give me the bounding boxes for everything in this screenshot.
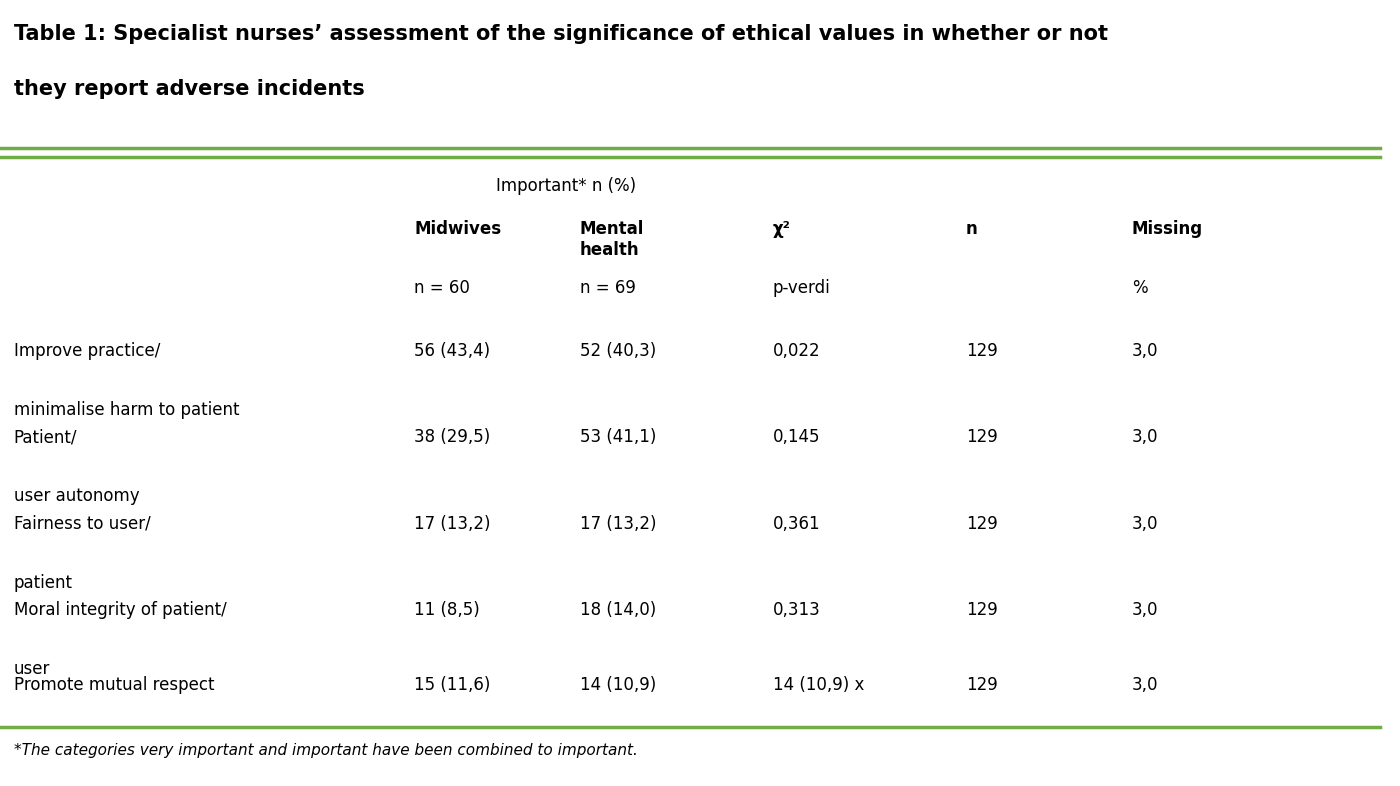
Text: 129: 129 — [966, 342, 998, 360]
Text: 14 (10,9) x: 14 (10,9) x — [773, 676, 864, 694]
Text: 56 (43,4): 56 (43,4) — [414, 342, 490, 360]
Text: 17 (13,2): 17 (13,2) — [414, 515, 490, 533]
Text: minimalise harm to patient: minimalise harm to patient — [14, 401, 239, 419]
Text: patient: patient — [14, 574, 73, 592]
Text: 52 (40,3): 52 (40,3) — [580, 342, 657, 360]
Text: n = 69: n = 69 — [580, 279, 636, 297]
Text: 14 (10,9): 14 (10,9) — [580, 676, 657, 694]
Text: Promote mutual respect: Promote mutual respect — [14, 676, 214, 694]
Text: 0,145: 0,145 — [773, 428, 820, 446]
Text: 129: 129 — [966, 601, 998, 619]
Text: 15 (11,6): 15 (11,6) — [414, 676, 490, 694]
Text: 3,0: 3,0 — [1131, 676, 1158, 694]
Text: 0,022: 0,022 — [773, 342, 820, 360]
Text: p-verdi: p-verdi — [773, 279, 830, 297]
Text: 129: 129 — [966, 515, 998, 533]
Text: *The categories very important and important have been combined to important.: *The categories very important and impor… — [14, 743, 637, 758]
Text: 18 (14,0): 18 (14,0) — [580, 601, 657, 619]
Text: Improve practice/: Improve practice/ — [14, 342, 160, 360]
Text: 3,0: 3,0 — [1131, 601, 1158, 619]
Text: 3,0: 3,0 — [1131, 515, 1158, 533]
Text: n: n — [966, 220, 977, 238]
Text: Fairness to user/: Fairness to user/ — [14, 515, 151, 533]
Text: user: user — [14, 660, 50, 678]
Text: 11 (8,5): 11 (8,5) — [414, 601, 480, 619]
Text: 0,361: 0,361 — [773, 515, 820, 533]
Text: 53 (41,1): 53 (41,1) — [580, 428, 657, 446]
Text: χ²: χ² — [773, 220, 791, 238]
Text: 0,313: 0,313 — [773, 601, 820, 619]
Text: Moral integrity of patient/: Moral integrity of patient/ — [14, 601, 227, 619]
Text: 3,0: 3,0 — [1131, 428, 1158, 446]
Text: 129: 129 — [966, 428, 998, 446]
Text: they report adverse incidents: they report adverse incidents — [14, 79, 364, 98]
Text: Table 1: Specialist nurses’ assessment of the significance of ethical values in : Table 1: Specialist nurses’ assessment o… — [14, 24, 1107, 43]
Text: Important* n (%): Important* n (%) — [496, 177, 636, 195]
Text: 129: 129 — [966, 676, 998, 694]
Text: Missing: Missing — [1131, 220, 1203, 238]
Text: user autonomy: user autonomy — [14, 487, 140, 505]
Text: %: % — [1131, 279, 1148, 297]
Text: n = 60: n = 60 — [414, 279, 470, 297]
Text: Patient/: Patient/ — [14, 428, 77, 446]
Text: 38 (29,5): 38 (29,5) — [414, 428, 490, 446]
Text: Mental
health: Mental health — [580, 220, 644, 259]
Text: 3,0: 3,0 — [1131, 342, 1158, 360]
Text: 17 (13,2): 17 (13,2) — [580, 515, 657, 533]
Text: Midwives: Midwives — [414, 220, 501, 238]
